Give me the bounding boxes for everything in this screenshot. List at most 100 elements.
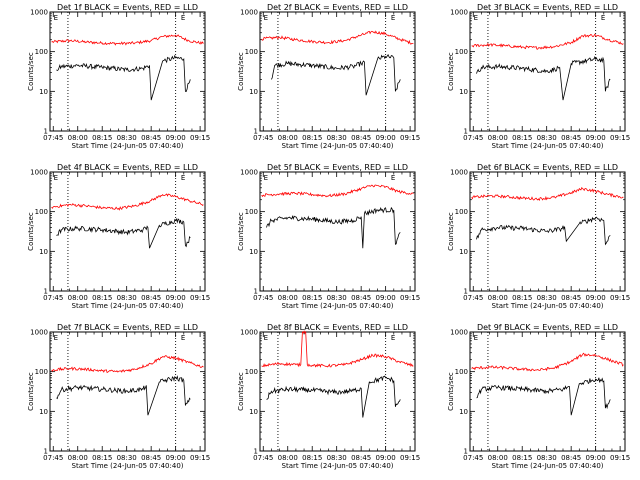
x-tick-label: 09:15 <box>190 454 210 462</box>
detector-panel: Det 5f BLACK = Events, RED = LLD 1 10 100 10… <box>237 163 420 310</box>
y-axis-label: Counts/sec <box>447 212 455 251</box>
x-tick-label: 08:00 <box>68 134 88 142</box>
panel-title: Det 5f BLACK = Events, RED = LLD <box>267 163 408 172</box>
y-tick-label: 10 <box>249 248 258 256</box>
panel-title: Det 3f BLACK = Events, RED = LLD <box>477 3 618 12</box>
x-tick-label: 08:30 <box>117 134 137 142</box>
x-tick-label: 08:00 <box>488 454 508 462</box>
y-tick-label: 1 <box>44 128 48 136</box>
x-tick-label: 08:00 <box>68 294 88 302</box>
events-rate-series <box>476 55 611 101</box>
y-tick-label: 10 <box>39 408 48 416</box>
events-rate-series <box>56 375 191 416</box>
y-tick-label: 10 <box>39 88 48 96</box>
lld-rate-series <box>51 34 204 46</box>
x-axis-label: Start Time (24-Jun-05 07:40:40) <box>72 302 184 310</box>
x-axis-label: Start Time (24-Jun-05 07:40:40) <box>492 462 604 470</box>
x-tick-label: 08:45 <box>141 134 161 142</box>
x-tick-label: 08:45 <box>561 134 581 142</box>
y-axis-label: Counts/sec <box>27 372 35 411</box>
y-tick-label: 1 <box>254 288 258 296</box>
plot-frame <box>259 11 416 132</box>
y-tick-label: 1 <box>464 448 468 456</box>
event-marker-label: E <box>601 334 605 342</box>
events-rate-series <box>56 54 191 101</box>
event-marker-label: E <box>54 174 58 182</box>
x-tick-label: 07:45 <box>253 134 273 142</box>
event-marker-label: E <box>474 14 478 22</box>
lld-rate-series <box>261 330 414 368</box>
y-tick-label: 1000 <box>450 9 468 17</box>
plot-frame <box>259 331 416 452</box>
y-tick-label: 1 <box>254 128 258 136</box>
panel-title: Det 6f BLACK = Events, RED = LLD <box>477 163 618 172</box>
lld-rate-series <box>471 186 624 202</box>
y-tick-label: 10 <box>459 88 468 96</box>
y-axis-label: Counts/sec <box>237 212 245 251</box>
x-tick-label: 09:15 <box>400 454 420 462</box>
plot-frame <box>49 331 206 452</box>
x-tick-label: 09:00 <box>166 454 186 462</box>
y-tick-label: 1000 <box>30 329 48 337</box>
x-tick-label: 08:45 <box>561 294 581 302</box>
y-tick-label: 1000 <box>450 329 468 337</box>
event-marker-label: E <box>181 334 185 342</box>
event-marker-label: E <box>54 334 58 342</box>
x-tick-label: 09:15 <box>610 134 630 142</box>
y-tick-label: 100 <box>35 48 48 56</box>
x-tick-label: 07:45 <box>43 294 63 302</box>
y-tick-label: 1 <box>464 288 468 296</box>
x-tick-label: 08:15 <box>92 294 112 302</box>
x-axis-label: Start Time (24-Jun-05 07:40:40) <box>72 462 184 470</box>
x-tick-label: 09:00 <box>586 454 606 462</box>
x-tick-label: 09:15 <box>190 294 210 302</box>
x-tick-label: 07:45 <box>463 134 483 142</box>
y-axis-label: Counts/sec <box>447 52 455 91</box>
panel-title: Det 8f BLACK = Events, RED = LLD <box>267 323 408 332</box>
x-tick-label: 08:30 <box>327 294 347 302</box>
x-tick-label: 09:15 <box>400 294 420 302</box>
event-marker-label: E <box>264 334 268 342</box>
x-axis-label: Start Time (24-Jun-05 07:40:40) <box>282 142 394 150</box>
detector-panel: Det 2f BLACK = Events, RED = LLD 1 10 100 10… <box>237 3 420 150</box>
y-axis-label: Counts/sec <box>27 212 35 251</box>
y-tick-label: 1 <box>44 288 48 296</box>
x-tick-label: 09:00 <box>586 294 606 302</box>
x-axis-label: Start Time (24-Jun-05 07:40:40) <box>282 302 394 310</box>
y-tick-label: 100 <box>35 208 48 216</box>
y-tick-label: 1000 <box>450 169 468 177</box>
y-tick-label: 100 <box>455 368 468 376</box>
event-marker-label: E <box>264 14 268 22</box>
y-tick-label: 1 <box>44 448 48 456</box>
x-tick-label: 08:45 <box>351 454 371 462</box>
plot-frame <box>49 11 206 132</box>
y-tick-label: 10 <box>39 248 48 256</box>
plot-frame <box>469 331 626 452</box>
x-tick-label: 07:45 <box>253 454 273 462</box>
x-tick-label: 07:45 <box>253 294 273 302</box>
x-tick-label: 08:00 <box>488 134 508 142</box>
event-marker-label: E <box>181 14 185 22</box>
y-axis-label: Counts/sec <box>237 372 245 411</box>
event-marker-label: E <box>474 174 478 182</box>
x-tick-label: 08:00 <box>488 294 508 302</box>
event-marker-label: E <box>474 334 478 342</box>
y-tick-label: 1 <box>464 128 468 136</box>
y-tick-label: 10 <box>249 88 258 96</box>
x-tick-label: 09:15 <box>610 454 630 462</box>
x-tick-label: 08:00 <box>68 454 88 462</box>
x-tick-label: 08:15 <box>512 134 532 142</box>
lld-rate-series <box>51 355 204 374</box>
y-tick-label: 1000 <box>240 169 258 177</box>
events-rate-series <box>476 377 611 416</box>
event-marker-label: E <box>601 174 605 182</box>
plot-frame <box>259 171 416 292</box>
plot-frame <box>469 11 626 132</box>
x-tick-label: 07:45 <box>43 454 63 462</box>
lld-rate-series <box>261 30 414 45</box>
x-tick-label: 08:00 <box>278 454 298 462</box>
events-rate-series <box>266 375 401 418</box>
detector-panel: Det 8f BLACK = Events, RED = LLD 1 10 100 10… <box>237 323 420 470</box>
x-tick-label: 08:15 <box>92 134 112 142</box>
